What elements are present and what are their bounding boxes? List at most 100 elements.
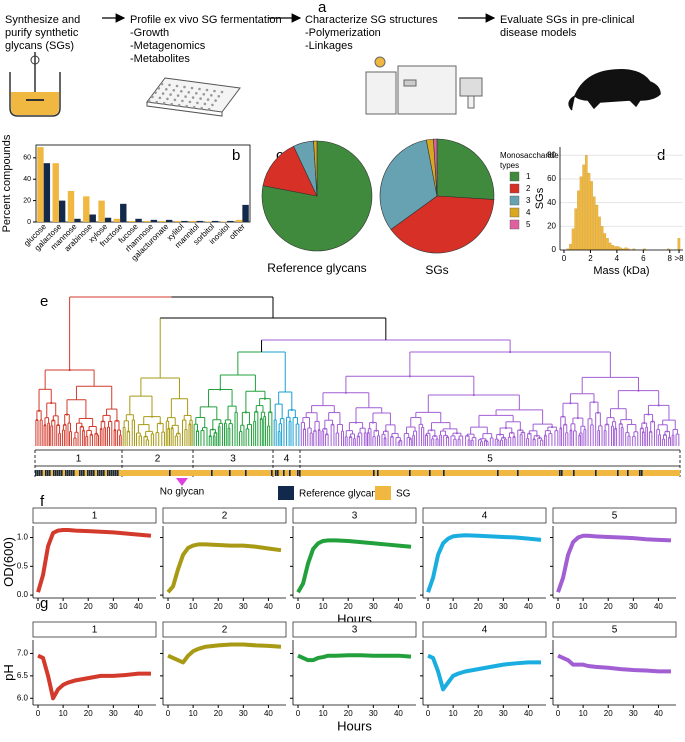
membership-mark: [109, 470, 111, 476]
legend-label: 2: [526, 184, 531, 193]
plate-well: [165, 88, 168, 91]
y-axis-title: SGs: [534, 187, 546, 209]
dendrogram-node: [219, 388, 222, 391]
dendrogram-node: [384, 430, 387, 433]
facet-strip: [552, 507, 677, 524]
pie-slice: [313, 140, 318, 197]
bar: [242, 204, 249, 222]
bar: [83, 196, 90, 222]
y-tick-label: 0: [552, 245, 557, 254]
membership-mark: [69, 470, 71, 476]
dendrogram-node: [150, 415, 154, 418]
x-tick-label: 20: [474, 602, 483, 611]
line-series: [556, 533, 672, 593]
y-axis-title: pH: [1, 664, 16, 681]
plate-well: [200, 106, 203, 110]
x-tick-label: 40: [264, 709, 273, 718]
y-tick-label: 60: [23, 155, 31, 162]
dendrogram-node: [544, 434, 547, 437]
membership-mark: [87, 470, 89, 476]
plate-well: [187, 91, 191, 94]
dendrogram-node: [528, 432, 531, 435]
workflow-text: purify synthetic: [5, 27, 79, 39]
y-tick-label: 60: [547, 174, 556, 183]
membership-mark: [377, 470, 379, 476]
dendrogram-node: [82, 429, 85, 432]
pie-slice: [436, 138, 495, 200]
plate-well: [155, 100, 158, 104]
plate-well: [157, 87, 161, 90]
x-tick-label: 40: [524, 709, 533, 718]
dendrogram-node: [90, 433, 93, 436]
facet-title: 4: [482, 511, 488, 522]
pie-slice: [262, 145, 318, 197]
hist-bar: [595, 204, 599, 251]
dendrogram-node: [313, 429, 317, 432]
x-tick-label: 40: [134, 709, 143, 718]
dendrogram-node: [596, 411, 600, 414]
workflow-text: Synthesize and: [5, 14, 80, 26]
membership-mark: [107, 470, 109, 476]
legend-swatch: [509, 183, 520, 194]
dendrogram-node: [569, 429, 573, 432]
dendrogram-node: [100, 427, 103, 430]
plate-well: [166, 97, 169, 101]
panel-label: e: [40, 293, 48, 310]
bar: [89, 214, 96, 222]
x-tick-label: 6: [641, 254, 646, 263]
x-tick-label: 4: [615, 254, 620, 263]
dendrogram-node: [177, 432, 180, 435]
membership-mark: [497, 470, 499, 476]
dendrogram-node: [484, 439, 487, 442]
dendrogram-node: [101, 420, 105, 423]
membership-mark: [561, 470, 563, 476]
y-tick-label: 7.0: [17, 649, 29, 658]
membership-mark: [573, 470, 575, 476]
hist-bar: [611, 245, 615, 251]
workflow-text: Profile ex vivo SG fermentation: [130, 14, 282, 26]
plate-well: [162, 101, 166, 105]
membership-mark: [97, 470, 99, 476]
x-tick-label: 40: [524, 602, 533, 611]
dendrogram-node: [127, 430, 130, 433]
x-tick-label: 20: [214, 602, 223, 611]
dendrogram-node: [472, 393, 475, 397]
bar: [144, 220, 151, 222]
x-tick-label: 20: [344, 709, 353, 718]
dendrogram-node: [63, 423, 66, 426]
dendrogram-node: [211, 428, 214, 431]
dendrogram-node: [425, 433, 428, 437]
x-tick-label: 10: [189, 709, 198, 718]
panel-label: b: [232, 147, 240, 164]
cluster-label: 1: [76, 454, 82, 465]
hist-bar: [598, 216, 601, 251]
dendrogram-node: [521, 431, 525, 434]
y-tick-label: 0.0: [17, 590, 29, 599]
dendrogram-node: [614, 427, 617, 430]
x-tick-label: 30: [369, 602, 378, 611]
bar: [190, 220, 197, 222]
membership-mark: [45, 470, 47, 476]
membership-mark: [91, 470, 93, 476]
pie-title: SGs: [425, 263, 448, 277]
reactor-icon: [9, 52, 61, 117]
cluster-label: 5: [487, 454, 493, 465]
plate-well: [196, 101, 199, 105]
plate-well: [213, 89, 216, 93]
line-series: [557, 653, 671, 674]
membership-mark: [65, 470, 67, 476]
facet-title: 5: [612, 625, 618, 636]
facet-strip: [32, 621, 157, 638]
membership-mark: [169, 470, 171, 476]
hist-bar: [614, 246, 617, 251]
pie-title: Reference glycans: [267, 261, 366, 275]
bar: [150, 219, 158, 222]
membership-mark: [103, 470, 105, 476]
y-tick-label: 1.0: [17, 533, 29, 542]
bar: [98, 200, 105, 222]
membership-mark: [83, 470, 85, 476]
x-tick-label: 0: [562, 254, 567, 263]
mouse-icon: [568, 69, 661, 111]
x-tick-label: 30: [499, 709, 508, 718]
dendrogram-node: [561, 415, 565, 418]
